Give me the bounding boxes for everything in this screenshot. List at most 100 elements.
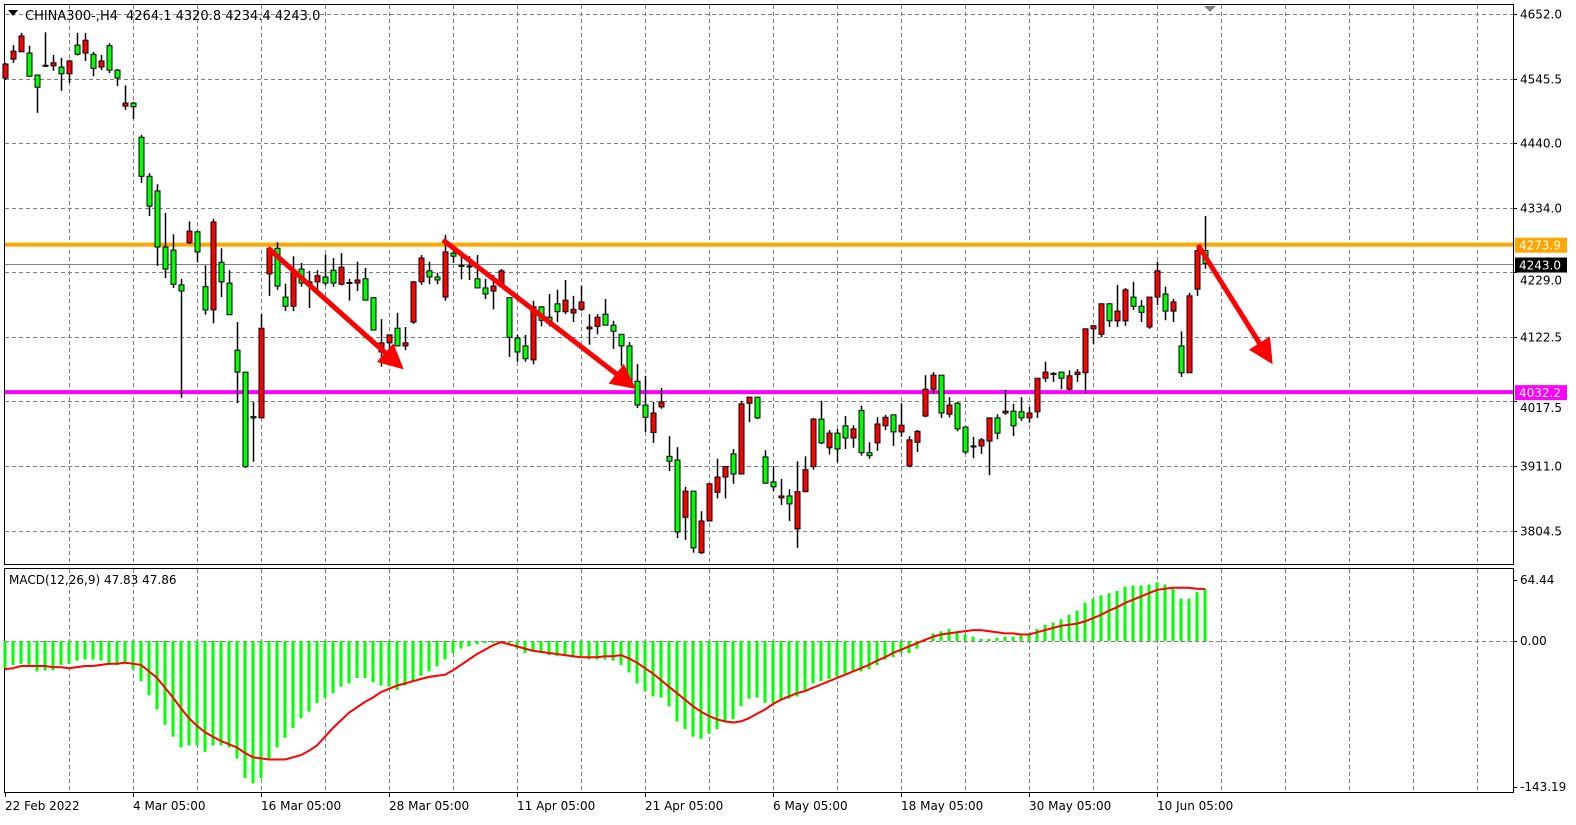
candle [706, 483, 713, 522]
down-arrow-1[interactable] [266, 246, 404, 370]
macd-bar [891, 641, 895, 658]
macd-bar [643, 641, 647, 692]
macd-bar [11, 641, 15, 665]
macd-bar [347, 641, 351, 684]
macd-bar [475, 641, 479, 645]
macd-bar [507, 641, 511, 646]
candle [362, 267, 369, 301]
candle [226, 270, 233, 316]
macd-panel[interactable] [4, 568, 1514, 793]
candle [1194, 248, 1201, 296]
macd-bar [411, 641, 415, 682]
macd-bar [59, 641, 63, 665]
candle [762, 450, 769, 484]
candle [562, 280, 569, 315]
macd-bar [523, 641, 527, 653]
macd-bar [451, 641, 455, 653]
candle [578, 286, 585, 312]
macd-bar [715, 641, 719, 730]
macd-bar [227, 641, 231, 748]
macd-bar [1091, 598, 1095, 641]
time-tick-label: 6 May 05:00 [773, 799, 848, 813]
candle [594, 314, 601, 335]
macd-bar [979, 638, 983, 641]
macd-bar [251, 641, 255, 784]
macd-bar [659, 641, 663, 698]
macd-bar [1187, 598, 1191, 641]
time-tick-label: 21 Apr 05:00 [645, 799, 723, 813]
macd-bar [155, 641, 159, 710]
macd-bar [371, 641, 375, 683]
candle [754, 396, 761, 420]
price-tick-label: 4017.5 [1520, 401, 1562, 415]
main-price-panel[interactable] [4, 4, 1514, 565]
macd-bar [827, 641, 831, 680]
candle [914, 430, 921, 453]
macd-bar [1059, 619, 1063, 641]
macd-bar [195, 641, 199, 746]
candle [866, 442, 873, 459]
macd-bar [1195, 592, 1199, 641]
candle [658, 387, 665, 409]
candle [482, 278, 489, 299]
candle [1002, 389, 1009, 415]
macd-bar [627, 641, 631, 673]
candle [426, 261, 433, 285]
macd-bar [43, 641, 47, 671]
candle [1130, 281, 1137, 310]
macd-bar [819, 641, 823, 682]
macd-bar [619, 641, 623, 665]
price-tags: 4273.9 4032.2 4243.0 [1515, 237, 1567, 401]
down-arrow-3[interactable] [1195, 243, 1273, 365]
candle [242, 371, 249, 468]
macd-bar [1099, 595, 1103, 641]
macd-bar [971, 636, 975, 641]
candle [882, 414, 889, 431]
candle [338, 253, 345, 286]
candle [1122, 287, 1129, 326]
candle [74, 32, 81, 56]
candle [90, 51, 97, 77]
trend-arrows[interactable] [266, 238, 1273, 390]
candle [938, 374, 945, 418]
macd-bar [795, 641, 799, 697]
macd-bar [1067, 614, 1071, 641]
candle [354, 261, 361, 291]
down-arrow-2[interactable] [441, 238, 636, 390]
ohlc-values: 4264.1 4320.8 4234.4 4243.0 [126, 9, 320, 24]
candle [738, 400, 745, 475]
candle [602, 298, 609, 326]
candle [370, 297, 377, 331]
candle [986, 417, 993, 476]
candle [890, 414, 897, 446]
level-price-tag-bg [1515, 385, 1567, 401]
macd-bar [1179, 598, 1183, 641]
chart-shift-marker-icon[interactable] [1204, 6, 1216, 12]
macd-bar [267, 641, 271, 759]
candle [154, 184, 161, 266]
candle [642, 375, 649, 432]
candle [186, 221, 193, 245]
candle [202, 265, 209, 315]
candle [1066, 370, 1073, 392]
candle [274, 242, 281, 290]
macd-bar [235, 641, 239, 759]
macd-bar [387, 641, 391, 687]
candle [1162, 286, 1169, 321]
macd-bar [1027, 634, 1031, 641]
candle [1178, 331, 1185, 378]
candle [258, 314, 265, 419]
candle [18, 32, 25, 53]
macd-bar [675, 641, 679, 722]
candle [194, 230, 201, 263]
candle [906, 436, 913, 468]
candle [122, 85, 129, 110]
macd-bar [75, 641, 79, 661]
candle [1042, 361, 1049, 382]
candle [802, 456, 809, 493]
time-axis: 22 Feb 2022 4 Mar 05:00 16 Mar 05:00 28 Mar… [5, 792, 1233, 813]
dropdown-triangle-icon[interactable] [8, 10, 18, 16]
macd-bar [307, 641, 311, 712]
candle [1074, 369, 1081, 382]
